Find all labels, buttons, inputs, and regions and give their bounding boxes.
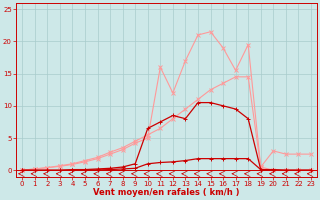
X-axis label: Vent moyen/en rafales ( km/h ): Vent moyen/en rafales ( km/h ) (93, 188, 240, 197)
